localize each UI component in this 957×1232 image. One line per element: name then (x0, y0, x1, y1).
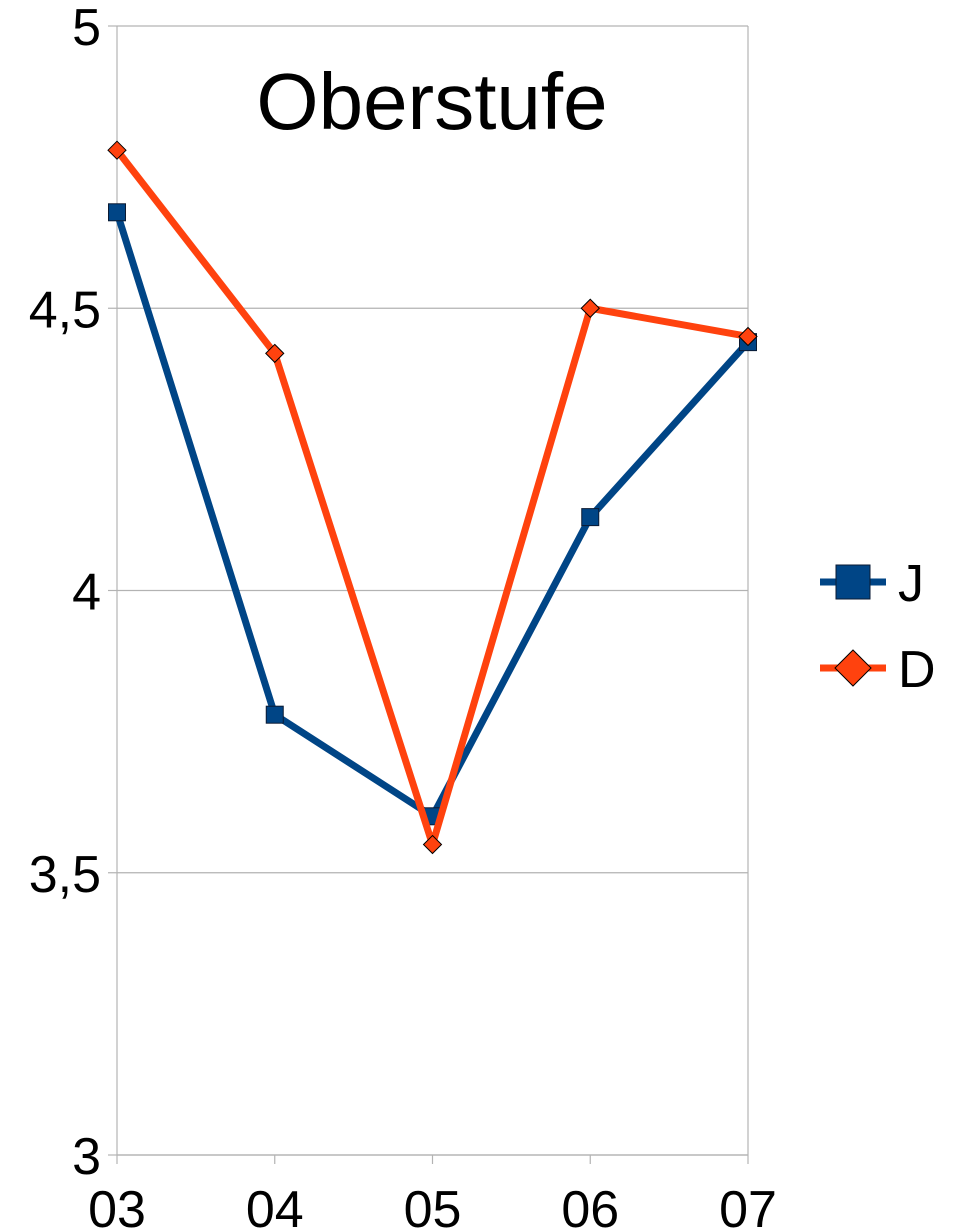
data-point-D-07 (738, 326, 758, 347)
legend-marker-D (834, 649, 872, 687)
x-tick-label-3: 06 (561, 1181, 619, 1232)
data-point-J-06 (581, 508, 600, 527)
legend-marker-J (835, 564, 871, 600)
y-tick-label-4: 5 (72, 0, 101, 57)
x-tick-label-4: 07 (719, 1181, 777, 1232)
y-tick-label-3: 4,5 (29, 281, 101, 339)
data-point-J-04 (265, 705, 284, 724)
legend-label-D: D (898, 641, 936, 699)
legend-label-J: J (898, 555, 924, 613)
data-point-D-06 (580, 298, 600, 318)
legend-item-J: J (820, 555, 924, 613)
x-tick-label-1: 04 (246, 1181, 304, 1232)
x-axis-tick-labels: 03 04 05 06 07 (88, 1181, 777, 1232)
legend-item-D: D (820, 641, 936, 699)
y-tick-label-0: 3 (72, 1128, 101, 1186)
data-point-D-03 (107, 140, 127, 160)
y-tick-label-2: 4 (72, 564, 101, 622)
x-tick-label-0: 03 (88, 1181, 146, 1232)
series-D (107, 140, 758, 855)
data-point-J-03 (108, 203, 126, 222)
legend: JD (820, 555, 936, 699)
data-point-D-04 (265, 343, 285, 364)
chart-title: Oberstufe (256, 57, 607, 146)
data-point-D-05 (422, 834, 443, 855)
y-tick-label-1: 3,5 (29, 846, 101, 904)
x-tick-label-2: 05 (404, 1181, 462, 1232)
y-axis-tick-labels: 3 3,5 4 4,5 5 (29, 0, 101, 1186)
series-group (107, 140, 758, 855)
